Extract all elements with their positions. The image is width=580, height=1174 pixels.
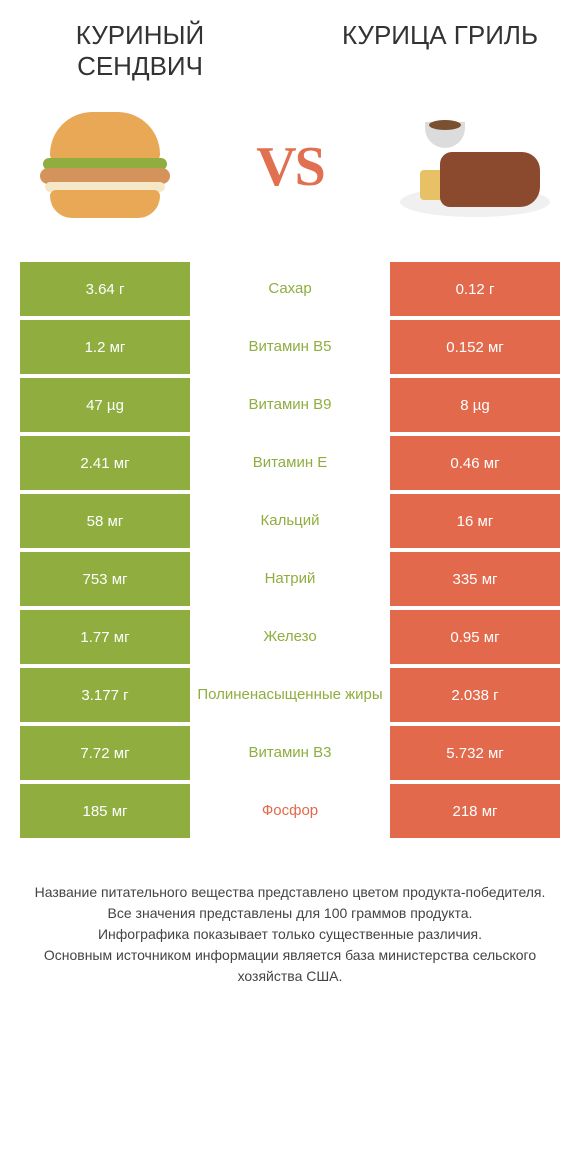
right-value: 2.038 г [390,668,560,722]
nutrient-label: Сахар [190,262,390,316]
right-value: 0.46 мг [390,436,560,490]
sandwich-icon [35,112,175,222]
footer-line: Инфографика показывает только существенн… [30,924,550,945]
table-row: 185 мгФосфор218 мг [20,784,560,838]
table-row: 3.64 гСахар0.12 г [20,262,560,316]
left-value: 47 µg [20,378,190,432]
footer-line: Основным источником информации является … [30,945,550,987]
left-value: 2.41 мг [20,436,190,490]
vs-label: VS [256,135,324,199]
comparison-table: 3.64 гСахар0.12 г1.2 мгВитамин B50.152 м… [0,262,580,838]
footer-line: Все значения представлены для 100 граммо… [30,903,550,924]
left-value: 7.72 мг [20,726,190,780]
right-value: 8 µg [390,378,560,432]
left-value: 58 мг [20,494,190,548]
nutrient-label: Витамин B5 [190,320,390,374]
table-row: 7.72 мгВитамин B35.732 мг [20,726,560,780]
nutrient-label: Кальций [190,494,390,548]
nutrient-label: Железо [190,610,390,664]
versus-row: VS [0,92,580,262]
table-row: 2.41 мгВитамин E0.46 мг [20,436,560,490]
right-value: 335 мг [390,552,560,606]
right-value: 5.732 мг [390,726,560,780]
left-value: 185 мг [20,784,190,838]
left-value: 1.77 мг [20,610,190,664]
left-value: 3.64 г [20,262,190,316]
table-row: 753 мгНатрий335 мг [20,552,560,606]
nutrient-label: Фосфор [190,784,390,838]
header: КУРИНЫЙ СЕНДВИЧ КУРИЦА ГРИЛЬ [0,0,580,92]
right-product-title: КУРИЦА ГРИЛЬ [340,20,540,82]
right-product-image [390,102,560,232]
table-row: 47 µgВитамин B98 µg [20,378,560,432]
footer-notes: Название питательного вещества представл… [0,842,580,987]
table-row: 1.2 мгВитамин B50.152 мг [20,320,560,374]
nutrient-label: Натрий [190,552,390,606]
left-value: 1.2 мг [20,320,190,374]
left-value: 753 мг [20,552,190,606]
right-value: 0.95 мг [390,610,560,664]
left-value: 3.177 г [20,668,190,722]
table-row: 1.77 мгЖелезо0.95 мг [20,610,560,664]
table-row: 58 мгКальций16 мг [20,494,560,548]
right-value: 16 мг [390,494,560,548]
nutrient-label: Витамин B9 [190,378,390,432]
right-value: 0.12 г [390,262,560,316]
grill-icon [400,112,550,222]
nutrient-label: Витамин E [190,436,390,490]
nutrient-label: Витамин B3 [190,726,390,780]
table-row: 3.177 гПолиненасыщенные жиры2.038 г [20,668,560,722]
nutrient-label: Полиненасыщенные жиры [190,668,390,722]
left-product-title: КУРИНЫЙ СЕНДВИЧ [40,20,240,82]
left-product-image [20,102,190,232]
right-value: 0.152 мг [390,320,560,374]
right-value: 218 мг [390,784,560,838]
footer-line: Название питательного вещества представл… [30,882,550,903]
